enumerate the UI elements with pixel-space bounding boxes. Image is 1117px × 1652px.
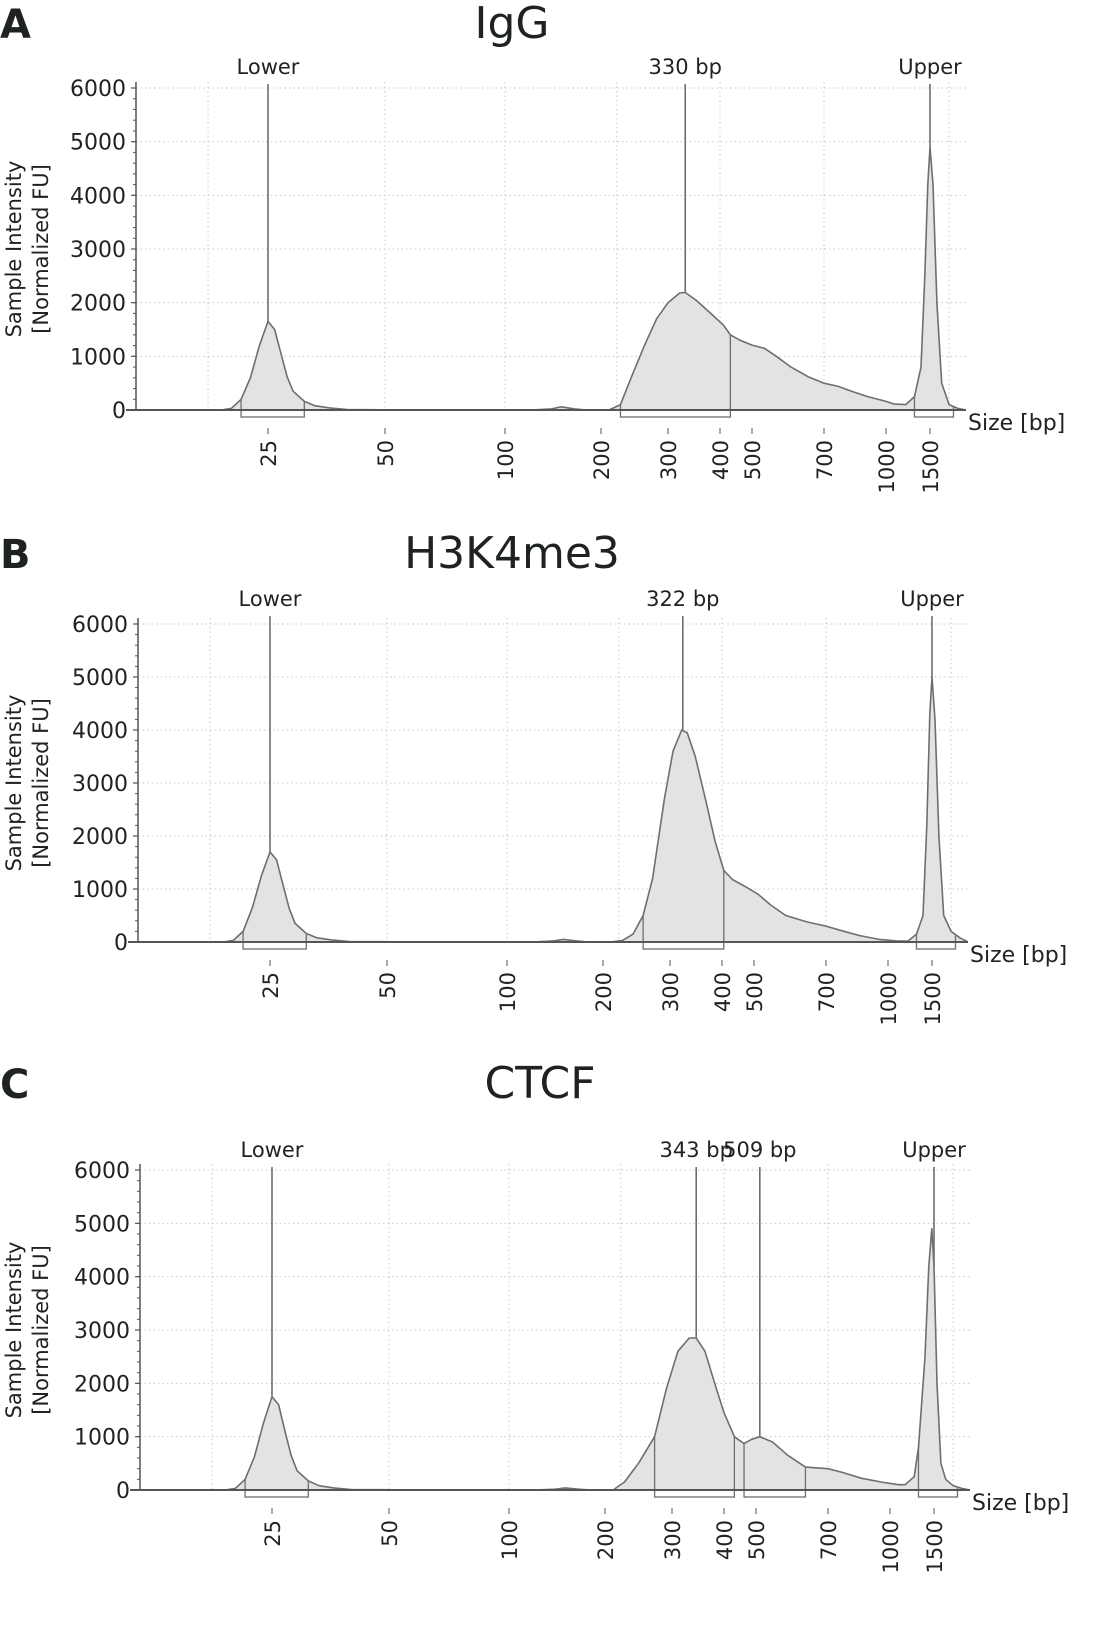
x-tick-label: 400: [711, 972, 735, 1012]
y-tick-label: 3000: [72, 772, 128, 797]
x-tick-label: 400: [709, 440, 733, 480]
x-tick-label: 200: [594, 1520, 618, 1560]
trace-fill: [140, 1228, 970, 1490]
x-axis-label: Size [bp]: [972, 1491, 1069, 1516]
peak-label: Upper: [900, 587, 964, 611]
panel-letter: B: [0, 532, 31, 578]
y-tick-label: 5000: [74, 1212, 130, 1237]
electropherogram-chart: 0 1000 2000 3000 4000 5000 6000 Lower 322 bp Uppe…: [2, 587, 1067, 1025]
trace-line: [138, 676, 969, 943]
x-tick-label: 700: [815, 972, 839, 1012]
y-axis-label: Sample Intensity: [2, 161, 26, 338]
x-tick-label: 1500: [921, 972, 945, 1025]
x-tick-label: 50: [378, 1520, 402, 1547]
y-tick-label: 6000: [72, 613, 128, 638]
y-tick-label: 4000: [72, 719, 128, 744]
x-tick-label: 300: [661, 1520, 685, 1560]
peak-label: Upper: [902, 1138, 966, 1162]
y-tick-label: 1000: [74, 1426, 130, 1451]
peak-label: Lower: [237, 55, 300, 79]
x-tick-label: 50: [376, 972, 400, 999]
y-tick-label: 1000: [70, 345, 126, 370]
x-tick-label: 1500: [919, 440, 943, 493]
panel-a: A IgG 0 1000 2000 3000 4000 5000 6000 Lower 330 …: [0, 0, 1117, 520]
trace-fill: [136, 147, 966, 410]
x-tick-label: 300: [657, 440, 681, 480]
x-tick-label: 1500: [923, 1520, 947, 1573]
peak-label: Upper: [898, 55, 962, 79]
x-axis-label: Size [bp]: [970, 943, 1067, 968]
region-bracket: [240, 409, 305, 418]
electropherogram-chart: 0 1000 2000 3000 4000 5000 6000 Lower 343 bp509 …: [2, 1138, 1069, 1573]
region-bracket: [653, 1489, 736, 1498]
x-tick-label: 25: [259, 972, 283, 999]
region-bracket: [242, 941, 307, 950]
peak-label: 509 bp: [723, 1138, 796, 1162]
region-bracket: [244, 1489, 309, 1498]
y-tick-label: 0: [114, 931, 128, 956]
y-tick-label: 2000: [74, 1372, 130, 1397]
y-axis-label: Sample Intensity: [2, 695, 26, 872]
y-tick-label: 4000: [70, 184, 126, 209]
x-axis-label: Size [bp]: [968, 411, 1065, 436]
x-tick-label: 1000: [879, 1520, 903, 1573]
x-tick-label: 100: [496, 972, 520, 1012]
y-axis-label: Sample Intensity: [2, 1242, 26, 1419]
x-tick-label: 1000: [877, 972, 901, 1025]
y-tick-label: 3000: [70, 238, 126, 263]
x-tick-label: 200: [592, 972, 616, 1012]
trace-line: [136, 146, 967, 411]
y-tick-label: 2000: [72, 825, 128, 850]
region-bracket: [917, 1489, 959, 1498]
x-tick-label: 25: [261, 1520, 285, 1547]
x-tick-label: 300: [659, 972, 683, 1012]
y-axis-label: [Normalized FU]: [29, 164, 53, 334]
panel-b: B H3K4me3 0 1000 2000 3000 4000 5000 6000 Lower…: [0, 528, 1117, 1060]
peak-label: Lower: [239, 587, 302, 611]
x-tick-label: 700: [817, 1520, 841, 1560]
y-tick-label: 5000: [72, 666, 128, 691]
y-tick-label: 4000: [74, 1266, 130, 1291]
x-tick-label: 500: [745, 1520, 769, 1560]
y-tick-label: 2000: [70, 292, 126, 317]
chart-title: H3K4me3: [404, 528, 620, 579]
x-tick-label: 100: [498, 1520, 522, 1560]
peak-label: Lower: [241, 1138, 304, 1162]
x-tick-label: 200: [590, 440, 614, 480]
region-bracket: [743, 1489, 807, 1498]
chart-title: CTCF: [484, 1058, 596, 1109]
y-tick-label: 6000: [70, 77, 126, 102]
panel-letter: A: [0, 2, 31, 48]
y-tick-label: 3000: [74, 1319, 130, 1344]
chart-title: IgG: [474, 0, 550, 49]
x-tick-label: 500: [741, 440, 765, 480]
y-tick-label: 6000: [74, 1159, 130, 1184]
peak-label: 330 bp: [649, 55, 722, 79]
x-tick-label: 100: [494, 440, 518, 480]
x-tick-label: 25: [257, 440, 281, 467]
peak-label: 343 bp: [660, 1138, 733, 1162]
panel-letter: C: [0, 1062, 30, 1108]
x-tick-label: 500: [743, 972, 767, 1012]
y-tick-label: 5000: [70, 131, 126, 156]
electropherogram-chart: 0 1000 2000 3000 4000 5000 6000 Lower 330 bp Uppe…: [2, 55, 1065, 493]
region-bracket: [913, 409, 955, 418]
x-tick-label: 1000: [875, 440, 899, 493]
x-tick-label: 400: [713, 1520, 737, 1560]
y-tick-label: 0: [116, 1479, 130, 1504]
region-bracket: [915, 941, 957, 950]
x-tick-label: 700: [813, 440, 837, 480]
region-bracket: [642, 941, 725, 950]
panel-c: C CTCF 0 1000 2000 3000 4000 5000 6000 Lower 343…: [0, 1058, 1117, 1652]
y-axis-label: [Normalized FU]: [29, 698, 53, 868]
trace-fill: [138, 677, 968, 942]
y-tick-label: 0: [112, 399, 126, 424]
y-tick-label: 1000: [72, 878, 128, 903]
y-axis-label: [Normalized FU]: [29, 1245, 53, 1415]
region-bracket: [619, 409, 732, 418]
x-tick-label: 50: [374, 440, 398, 467]
peak-label: 322 bp: [646, 587, 719, 611]
